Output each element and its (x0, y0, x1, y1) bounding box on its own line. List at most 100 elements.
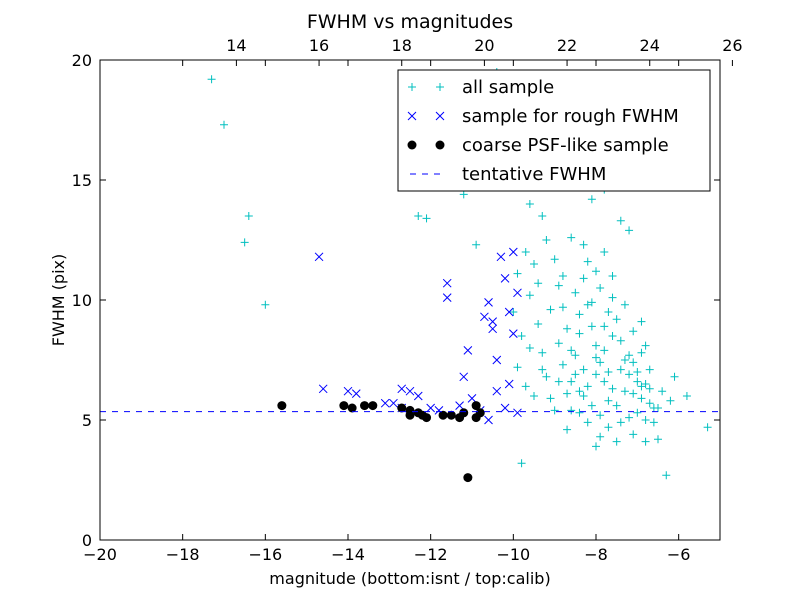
rough-fwhm-point (488, 324, 498, 334)
all-sample-point (592, 442, 600, 451)
psf-like-point (407, 140, 417, 150)
all-sample-point (625, 226, 634, 235)
rough-fwhm-point (484, 298, 493, 307)
all-sample-point (579, 240, 588, 249)
rough-fwhm-point (435, 111, 445, 121)
rough-fwhm-point (484, 415, 493, 425)
all-sample-point (571, 351, 580, 360)
all-sample-point (220, 120, 228, 129)
all-sample-point (625, 413, 634, 422)
rough-fwhm-point (513, 288, 522, 298)
all-sample-point (571, 370, 580, 379)
all-sample-point (612, 437, 621, 446)
all-sample-point (629, 358, 638, 367)
all-sample-point (608, 272, 617, 280)
psf-like-point (339, 401, 349, 411)
y-tick-label: 15 (72, 171, 92, 190)
psf-like-point (471, 401, 481, 411)
top-x-tick-label: 16 (309, 36, 329, 55)
all-sample-point (645, 384, 654, 393)
all-sample-point (608, 332, 617, 340)
x-tick-label: −8 (584, 545, 608, 564)
all-sample-point (662, 471, 671, 480)
all-sample-point (583, 257, 592, 266)
all-sample-point (587, 195, 596, 204)
all-sample-point (554, 281, 563, 290)
all-sample-point (604, 423, 613, 432)
all-sample-point (240, 238, 249, 247)
all-sample-point (600, 322, 609, 331)
x-tick-label: −18 (166, 545, 200, 564)
all-sample-point (542, 236, 551, 244)
legend-entry: all sample (408, 77, 554, 98)
rough-fwhm-point (463, 346, 473, 355)
all-sample-point (633, 408, 642, 417)
rough-fwhm-point (442, 293, 452, 302)
top-x-tick-label: 14 (226, 36, 246, 55)
all-sample-point (538, 365, 547, 374)
all-sample-point (645, 399, 654, 408)
psf-like-point (405, 410, 415, 420)
series-x (314, 247, 522, 425)
all-sample-point (525, 344, 534, 352)
rough-fwhm-point (492, 355, 502, 365)
legend-label: tentative FWHM (462, 164, 606, 185)
y-axis-label: FWHM (pix) (49, 254, 68, 347)
all-sample-point (600, 248, 609, 256)
all-sample-point (521, 382, 530, 391)
x-tick-label: −10 (496, 545, 530, 564)
all-sample-point (641, 341, 650, 350)
all-sample-point (472, 240, 481, 249)
rough-fwhm-point (480, 312, 489, 322)
legend-label: all sample (462, 77, 554, 98)
psf-like-point (463, 473, 473, 483)
all-sample-point (575, 408, 584, 417)
rough-fwhm-point (314, 252, 324, 262)
all-sample-point (558, 303, 567, 312)
all-sample-point (517, 459, 526, 468)
all-sample-point (546, 394, 555, 403)
rough-fwhm-point (504, 379, 514, 389)
legend-entry: tentative FWHM (410, 164, 606, 185)
rough-fwhm-point (407, 111, 417, 121)
all-sample-point (575, 387, 584, 396)
all-sample-point (546, 305, 555, 314)
all-sample-point (538, 212, 547, 220)
all-sample-point (563, 389, 572, 398)
all-sample-point (207, 75, 216, 84)
all-sample-point (583, 382, 592, 391)
all-sample-point (616, 216, 625, 225)
all-sample-point (604, 396, 613, 405)
all-sample-point (670, 372, 679, 381)
x-tick-label: −14 (331, 545, 365, 564)
all-sample-point (261, 300, 270, 309)
all-sample-point (641, 437, 650, 446)
all-sample-point (571, 288, 580, 297)
y-tick-label: 20 (72, 51, 92, 70)
rough-fwhm-point (459, 372, 469, 382)
all-sample-point (575, 329, 584, 338)
all-sample-point (244, 212, 253, 220)
all-sample-point (513, 363, 522, 372)
all-sample-point (641, 416, 650, 424)
legend-label: coarse PSF-like sample (462, 135, 669, 156)
axes-layer: −20 −18 −16 −14 −12 −10 −8 −6 14 16 18 20 22 24 26 0 5 10… (72, 36, 743, 564)
rough-fwhm-point (504, 307, 514, 317)
top-x-tick-label: 22 (557, 36, 577, 55)
all-sample-point (579, 392, 588, 400)
all-sample-point (629, 389, 638, 398)
all-sample-point (649, 404, 658, 412)
top-x-tick-label: 24 (640, 36, 660, 55)
rough-fwhm-point (488, 317, 498, 326)
rough-fwhm-point (318, 384, 328, 394)
psf-like-point (397, 403, 407, 413)
legend-label: sample for rough FWHM (462, 106, 679, 127)
all-sample-point (596, 284, 605, 292)
x-tick-label: −6 (667, 545, 691, 564)
all-sample-point (703, 423, 712, 432)
all-sample-point (414, 212, 423, 220)
y-tick-label: 10 (72, 291, 92, 310)
all-sample-point (525, 200, 534, 208)
all-sample-point (567, 406, 576, 415)
rough-fwhm-point (426, 403, 436, 413)
